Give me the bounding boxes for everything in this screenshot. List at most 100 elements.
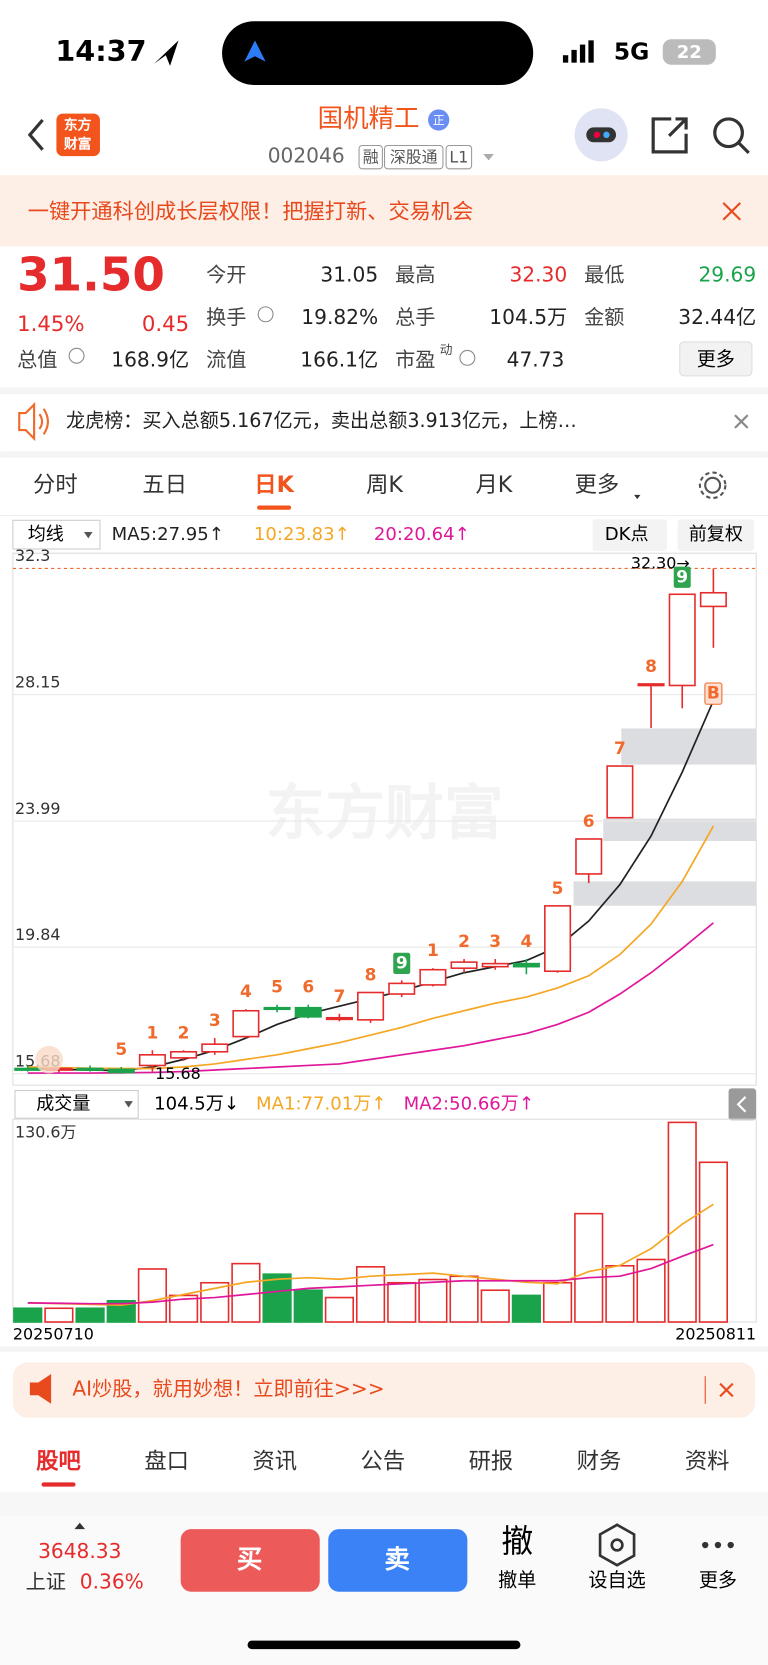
logo-text: 财富 (64, 135, 92, 152)
signal-label: 2 (458, 932, 470, 952)
watch-icon[interactable] (598, 1523, 636, 1567)
signal-box (704, 682, 723, 705)
close-button[interactable] (734, 414, 749, 429)
volume-bar (511, 1294, 541, 1323)
search-button[interactable] (713, 117, 744, 149)
badge (428, 109, 450, 131)
bottom-tab[interactable]: 资料 (685, 1449, 730, 1475)
ai-banner[interactable] (12, 1362, 756, 1418)
bottom-tab[interactable]: 股吧 (36, 1449, 81, 1475)
tag: L1 (449, 148, 468, 167)
collapse-button[interactable] (728, 1088, 757, 1121)
field-label: 最高 (395, 263, 435, 287)
battery-level: 22 (677, 42, 702, 63)
bottom-tab[interactable]: 盘口 (144, 1449, 189, 1475)
promo-banner[interactable] (0, 175, 768, 247)
candle-body (512, 962, 540, 968)
more-button[interactable] (679, 341, 753, 377)
notice-text[interactable]: 龙虎榜：买入总额5.167亿元，卖出总额3.913亿元，上榜… (66, 409, 577, 432)
tab-indicator (257, 505, 292, 510)
volume-bar (667, 1121, 697, 1323)
adjust-text: 前复权 (689, 524, 743, 545)
change: 0.45 (142, 312, 189, 337)
bottom-tab[interactable]: 财务 (577, 1449, 622, 1475)
x-end: 20250811 (675, 1324, 756, 1343)
buy-button[interactable] (180, 1529, 320, 1592)
bottom-tab[interactable]: 公告 (361, 1449, 406, 1475)
indicator-select[interactable] (12, 519, 101, 550)
field-label: 换手 (206, 305, 246, 329)
share-button[interactable] (651, 117, 688, 154)
period-tab[interactable]: 分时 (33, 472, 78, 498)
price: 31.50 (17, 249, 165, 303)
signal-label: 5 (552, 879, 564, 899)
watch-text: 设自选 (588, 1569, 645, 1592)
indicator-text: 均线 (28, 524, 64, 545)
expand-button[interactable] (35, 1045, 63, 1074)
volume-bar (44, 1307, 74, 1323)
bottom-tab[interactable]: 资讯 (252, 1449, 297, 1475)
sell-text: 卖 (385, 1545, 410, 1575)
speaker-icon (18, 402, 49, 442)
signal-label: 1 (147, 1023, 159, 1043)
y-tick-label: 130.6万 (15, 1123, 76, 1142)
more-icon[interactable] (702, 1541, 734, 1549)
tab-indicator (41, 1482, 76, 1487)
legend-item: MA1:77.01万↑ (256, 1093, 386, 1114)
index-value: 3648.33 (38, 1539, 121, 1563)
candle-body (544, 905, 572, 973)
ma-line (27, 825, 715, 1070)
cancel-icon[interactable]: 撤 (501, 1522, 533, 1560)
signal-label: B (707, 684, 720, 704)
field-value: 32.44亿 (678, 305, 756, 329)
legend-item: 20:20.64↑ (374, 524, 470, 545)
candle-body (481, 962, 509, 968)
legend-item: 10:23.83↑ (254, 524, 350, 545)
settings-button[interactable] (704, 476, 722, 494)
signal-label: 5 (115, 1040, 127, 1060)
candle-body (294, 1006, 322, 1018)
sell-button[interactable] (328, 1529, 468, 1592)
candle-body (450, 961, 478, 969)
info-icon (68, 347, 85, 364)
close-button[interactable] (719, 1382, 734, 1398)
more-text: 更多 (697, 347, 735, 370)
period-tab[interactable]: 更多 (575, 472, 620, 498)
dropdown[interactable] (483, 153, 494, 161)
volume-bar (262, 1273, 292, 1323)
field-label: 最低 (584, 263, 624, 287)
signal-label: 4 (520, 932, 532, 952)
candle-body (170, 1050, 198, 1059)
period-tab[interactable]: 五日 (142, 472, 187, 498)
y-tick-label: 28.15 (15, 672, 61, 691)
signal-label: 6 (302, 978, 314, 998)
volume-bar (387, 1281, 417, 1323)
legend-item: MA5:27.95↑ (112, 524, 224, 545)
signal-label: 7 (614, 739, 626, 759)
signal-label: 9 (676, 567, 688, 587)
field-label: 总值 (17, 348, 57, 372)
adjust-button[interactable] (677, 519, 755, 552)
period-tab[interactable]: 日K (254, 472, 294, 498)
back-button[interactable] (27, 118, 44, 151)
field-label: 流值 (206, 348, 246, 372)
dk-button[interactable] (592, 519, 667, 552)
candle-body (419, 968, 447, 986)
period-tab[interactable]: 周K (366, 472, 404, 498)
bottom-tab[interactable]: 研报 (469, 1449, 514, 1475)
y-tick-label: 23.99 (15, 799, 61, 818)
index-name: 上证 (26, 1570, 66, 1594)
field-value: 104.5万 (489, 305, 567, 329)
close-button[interactable] (722, 202, 742, 221)
y-tick-label: 32.3 (15, 546, 50, 565)
signal-label: 2 (178, 1023, 190, 1043)
candle-body (232, 1009, 260, 1038)
signal-label: 8 (365, 966, 377, 986)
legend-item: MA2:50.66万↑ (404, 1093, 534, 1114)
candle-body (699, 591, 727, 608)
stock-name: 国机精工 (318, 104, 420, 134)
change-pct: 1.45% (17, 312, 84, 337)
field-label: 市盈 (395, 348, 435, 372)
volume-select[interactable] (14, 1090, 139, 1119)
period-tab[interactable]: 月K (475, 472, 513, 498)
